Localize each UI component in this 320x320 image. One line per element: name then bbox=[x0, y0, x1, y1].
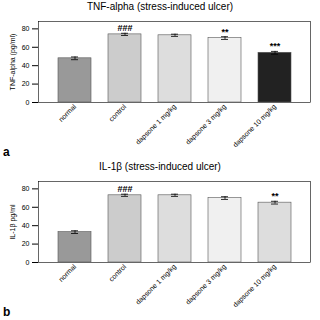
svg-text:**: ** bbox=[221, 27, 229, 37]
svg-text:40: 40 bbox=[22, 62, 30, 69]
svg-text:###: ### bbox=[117, 23, 132, 33]
svg-text:normal: normal bbox=[57, 263, 77, 283]
svg-text:dapsone 10 mg/kg: dapsone 10 mg/kg bbox=[232, 263, 278, 309]
svg-text:###: ### bbox=[117, 184, 132, 194]
svg-text:normal: normal bbox=[57, 103, 77, 123]
svg-text:dapsone 3 mg/kg: dapsone 3 mg/kg bbox=[184, 263, 228, 307]
html-text:IL-1β (stress-induced ulcer): IL-1β (stress-induced ulcer) bbox=[99, 161, 221, 172]
svg-text:control: control bbox=[107, 263, 127, 283]
svg-text:IL-1β pg/ml: IL-1β pg/ml bbox=[9, 204, 17, 240]
html-text:a: a bbox=[3, 145, 10, 159]
svg-text:20: 20 bbox=[22, 80, 30, 87]
html-text:b: b bbox=[3, 305, 11, 319]
svg-text:80: 80 bbox=[22, 185, 30, 192]
svg-text:60: 60 bbox=[22, 204, 30, 211]
svg-text:0: 0 bbox=[26, 259, 30, 266]
svg-text:dapsone 1 mg/kg: dapsone 1 mg/kg bbox=[134, 263, 178, 307]
svg-text:dapsone 1 mg/kg: dapsone 1 mg/kg bbox=[134, 103, 178, 147]
svg-text:control: control bbox=[107, 103, 127, 123]
svg-text:dapsone 10 mg/kg: dapsone 10 mg/kg bbox=[232, 103, 278, 149]
svg-text:40: 40 bbox=[22, 222, 30, 229]
svg-text:**: ** bbox=[271, 191, 279, 201]
svg-text:dapsone 3 mg/kg: dapsone 3 mg/kg bbox=[184, 103, 228, 147]
svg-text:20: 20 bbox=[22, 240, 30, 247]
html-text:TNF-alpha (stress-induced ulce: TNF-alpha (stress-induced ulcer) bbox=[86, 1, 234, 12]
svg-text:80: 80 bbox=[22, 25, 30, 32]
svg-text:***: *** bbox=[270, 41, 281, 51]
svg-text:TNF-alpha (pg/ml): TNF-alpha (pg/ml) bbox=[9, 34, 17, 91]
svg-text:60: 60 bbox=[22, 44, 30, 51]
svg-text:0: 0 bbox=[26, 99, 30, 106]
